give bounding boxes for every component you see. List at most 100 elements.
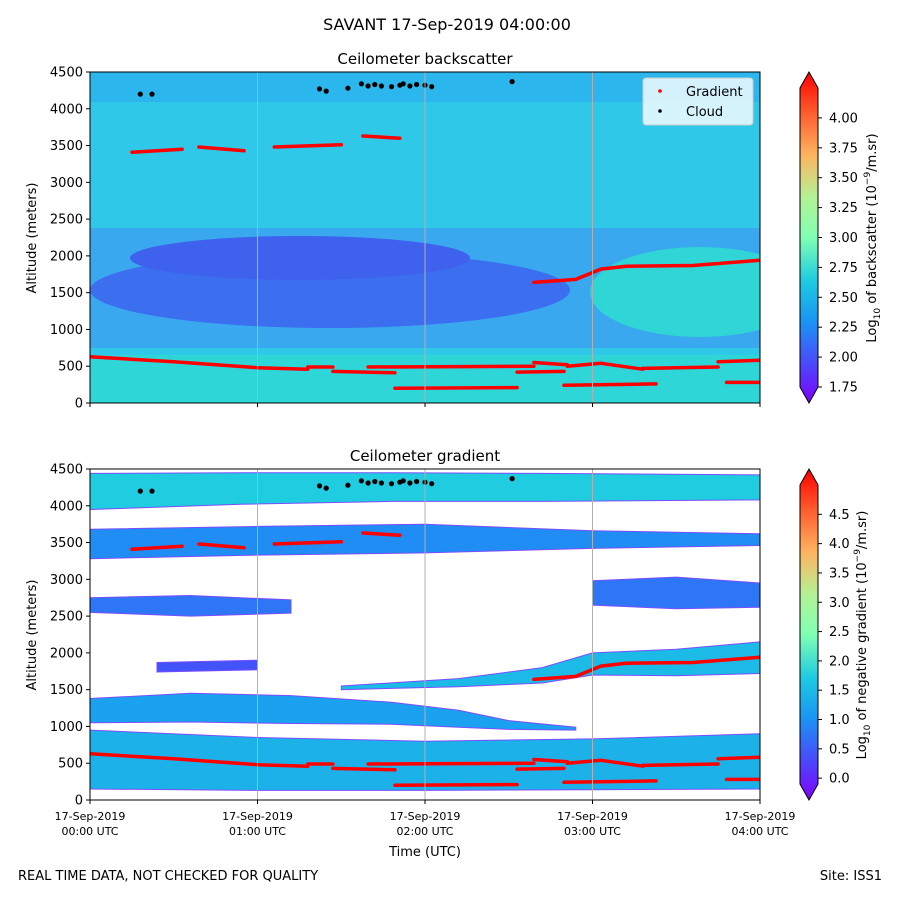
cloud-point <box>400 81 406 87</box>
cloud-point <box>414 81 420 88</box>
backscatter-title: Ceilometer backscatter <box>337 50 513 68</box>
backscatter-field-right-bulge <box>590 247 760 337</box>
backscatter-cloud-points <box>137 79 515 97</box>
legend-gradient-marker <box>658 89 662 93</box>
gradient-layer-line <box>532 757 570 764</box>
y-tick-label: 4000 <box>50 499 83 514</box>
cloud-point <box>509 476 515 482</box>
cloud-point <box>509 79 515 85</box>
gradient-layer-line <box>90 354 310 371</box>
gradient-layer-line <box>197 145 246 153</box>
cloud-point <box>323 485 329 491</box>
gradient-layer-line <box>361 134 402 140</box>
y-tick-label: 0 <box>75 397 83 412</box>
gradient-layer-line <box>565 361 603 368</box>
cloud-point <box>378 83 384 89</box>
colorbar-tick-label: 3.5 <box>829 566 850 581</box>
cloud-point <box>407 83 413 89</box>
gradient-layer-line <box>716 755 760 761</box>
colorbar-tick-label: 3.00 <box>829 231 858 246</box>
gradient-x-axis: 17-Sep-2019 00:00 UTC 17-Sep-2019 01:00 UTC… <box>55 800 796 838</box>
x-tick-date: 17-Sep-2019 <box>222 810 293 823</box>
gradient-band <box>156 659 258 673</box>
y-tick-label: 3500 <box>50 536 83 551</box>
backscatter-panel: Ceilometer backscatter 0 500 1000 1500 2000 2… <box>25 50 883 412</box>
backscatter-colorbar-label: Log10 of backscatter (10−9/m.sr) <box>863 133 883 342</box>
gradient-layer-line <box>599 758 645 768</box>
figure-suptitle: SAVANT 17-Sep-2019 04:00:00 <box>323 15 571 34</box>
x-tick-date: 17-Sep-2019 <box>390 810 461 823</box>
gradient-colorbar-bar <box>799 467 819 802</box>
gradient-panel: Ceilometer gradient 0 500 1000 1500 2000 2500… <box>25 447 873 860</box>
gradient-band <box>90 692 577 731</box>
cloud-point <box>345 482 351 488</box>
gradient-colorbar: 0.0 0.5 1.0 1.5 2.0 2.5 3.0 3.5 4.0 4.5 Log10 of … <box>799 467 873 802</box>
gradient-gridlines <box>257 469 593 800</box>
y-tick-label: 3000 <box>50 176 83 191</box>
cloud-point <box>407 480 413 486</box>
colorbar-tick-label: 1.5 <box>829 684 850 699</box>
y-tick-label: 4000 <box>50 102 83 117</box>
colorbar-tick-label: 2.5 <box>829 625 850 640</box>
y-tick-label: 4500 <box>50 66 83 81</box>
y-tick-label: 3500 <box>50 139 83 154</box>
y-tick-label: 1000 <box>50 720 83 735</box>
x-tick-date: 17-Sep-2019 <box>55 810 126 823</box>
colorbar-tick-label: 3.25 <box>829 201 858 216</box>
cloud-point <box>323 88 329 94</box>
cloud-point <box>149 488 155 494</box>
colorbar-tick-label: 2.0 <box>829 654 850 669</box>
backscatter-legend: Gradient Cloud <box>642 77 754 126</box>
gradient-cloud-points <box>137 476 515 494</box>
cloud-point <box>316 483 323 489</box>
gradient-layer-line <box>716 358 760 364</box>
backscatter-gridlines <box>257 72 593 403</box>
legend-cloud-label: Cloud <box>686 105 723 120</box>
cloud-point <box>372 478 378 485</box>
x-tick-date: 17-Sep-2019 <box>725 810 796 823</box>
cloud-point <box>365 480 371 486</box>
gradient-colorbar-label: Log10 of negative gradient (10−9/m.sr) <box>853 511 873 760</box>
x-tick-date: 17-Sep-2019 <box>557 810 628 823</box>
cloud-point <box>345 85 351 91</box>
gradient-band <box>90 594 292 617</box>
y-tick-label: 2000 <box>50 249 83 264</box>
legend-gradient-label: Gradient <box>686 85 743 100</box>
y-tick-label: 1500 <box>50 683 83 698</box>
y-tick-label: 3000 <box>50 573 83 588</box>
colorbar-tick-label: 1.0 <box>829 713 850 728</box>
y-tick-label: 0 <box>75 794 83 809</box>
cloud-point <box>137 488 143 494</box>
gradient-layer-line <box>272 143 344 149</box>
gradient-layer-line <box>532 258 760 285</box>
backscatter-x-ticks <box>89 403 761 407</box>
y-tick-label: 500 <box>58 360 83 375</box>
quality-disclaimer: REAL TIME DATA, NOT CHECKED FOR QUALITY <box>18 869 319 884</box>
x-tick-time: 03:00 UTC <box>564 825 621 838</box>
gradient-layer-line <box>565 758 603 765</box>
cloud-point <box>137 91 143 97</box>
gradient-layer-line <box>90 751 310 768</box>
colorbar-tick-label: 4.5 <box>829 508 850 523</box>
colorbar-tick-label: 0.5 <box>829 742 850 757</box>
backscatter-colorbar-bar <box>799 70 819 405</box>
gradient-band <box>592 576 760 610</box>
colorbar-tick-label: 1.75 <box>829 381 858 396</box>
cloud-point <box>358 81 364 87</box>
backscatter-ylabel: Altitude (meters) <box>25 183 40 294</box>
cloud-point <box>388 481 395 487</box>
gradient-xlabel: Time (UTC) <box>388 845 461 860</box>
colorbar-tick-label: 3.75 <box>829 141 858 156</box>
y-tick-label: 2500 <box>50 213 83 228</box>
gradient-layer-line <box>331 369 397 375</box>
legend-cloud-marker <box>658 109 662 113</box>
x-tick-time: 01:00 UTC <box>229 825 286 838</box>
gradient-layer-line <box>562 382 658 388</box>
gradient-layer-line <box>562 779 658 785</box>
colorbar-tick-label: 4.0 <box>829 537 850 552</box>
gradient-colorbar-ticks: 0.0 0.5 1.0 1.5 2.0 2.5 3.0 3.5 4.0 4.5 <box>818 508 850 787</box>
gradient-layer-line <box>641 762 720 768</box>
colorbar-tick-label: 2.00 <box>829 351 858 366</box>
y-tick-label: 500 <box>58 757 83 772</box>
cloud-point <box>378 480 384 486</box>
